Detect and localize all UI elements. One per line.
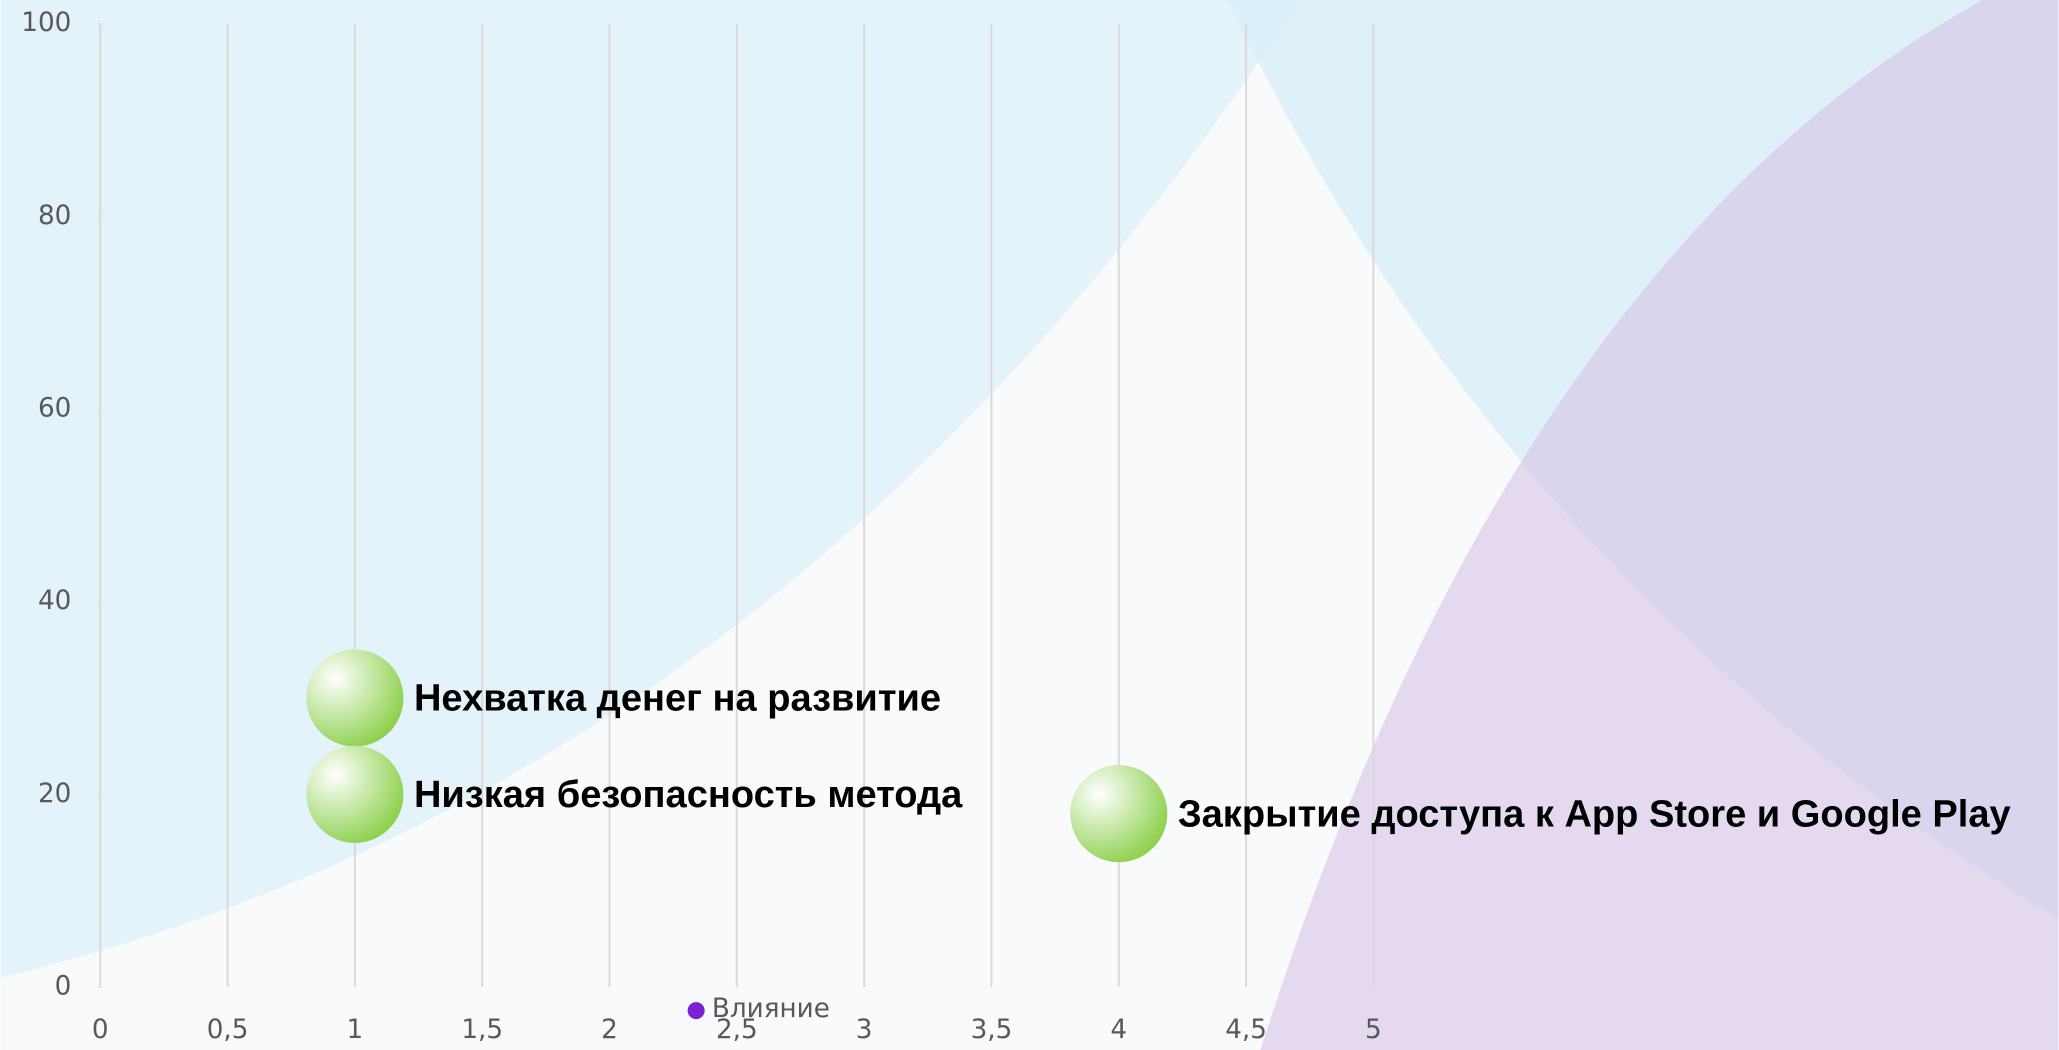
x-tick-label: 1 [347, 1015, 364, 1045]
x-tick-label: 3 [856, 1015, 873, 1045]
x-tick-label: 4,5 [1225, 1015, 1267, 1045]
bubble [306, 746, 403, 843]
x-tick-label: 1,5 [461, 1015, 503, 1045]
y-tick-label: 40 [38, 586, 71, 616]
y-tick-label: 100 [21, 8, 71, 38]
x-tick-label: 2 [601, 1015, 618, 1045]
bubble [306, 649, 403, 746]
data-label: Низкая безопасность метода [414, 774, 963, 816]
bubble [1070, 765, 1167, 862]
y-tick-label: 0 [55, 972, 72, 1002]
x-tick-label: 0 [92, 1015, 109, 1045]
legend-label: Влияние [712, 994, 830, 1024]
x-tick-label: 3,5 [971, 1015, 1013, 1045]
y-tick-label: 80 [38, 201, 71, 231]
x-tick-label: 0,5 [207, 1015, 249, 1045]
y-tick-label: 20 [38, 779, 71, 809]
page: 00,511,522,533,544,55020406080100Нехватк… [0, 0, 2059, 1050]
x-tick-label: 5 [1365, 1015, 1382, 1045]
x-tick-label: 4 [1110, 1015, 1127, 1045]
y-tick-label: 60 [38, 393, 71, 423]
legend-marker [688, 1002, 705, 1019]
data-label: Закрытие доступа к App Store и Google Pl… [1178, 793, 2011, 835]
chart: 00,511,522,533,544,55020406080100Нехватк… [0, 0, 2059, 1050]
data-label: Нехватка денег на развитие [414, 678, 941, 720]
